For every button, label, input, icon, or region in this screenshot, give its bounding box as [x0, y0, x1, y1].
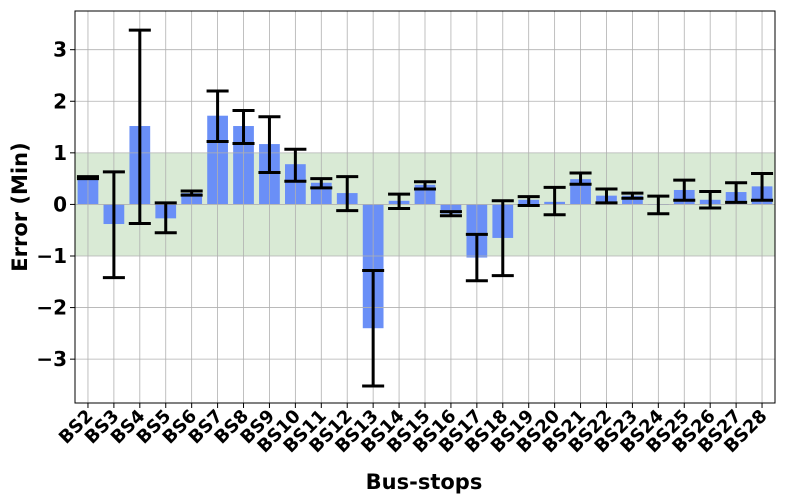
- y-tick-label: −3: [36, 347, 67, 371]
- y-tick-label: −2: [36, 296, 67, 320]
- x-axis-title: Bus-stops: [366, 470, 483, 494]
- y-tick-label: −1: [36, 244, 67, 268]
- y-tick-label: 1: [53, 141, 67, 165]
- y-tick-label: 0: [53, 192, 67, 216]
- y-tick-label: 3: [53, 38, 67, 62]
- y-axis-title: Error (Min): [8, 142, 32, 271]
- y-tick-label: 2: [53, 89, 67, 113]
